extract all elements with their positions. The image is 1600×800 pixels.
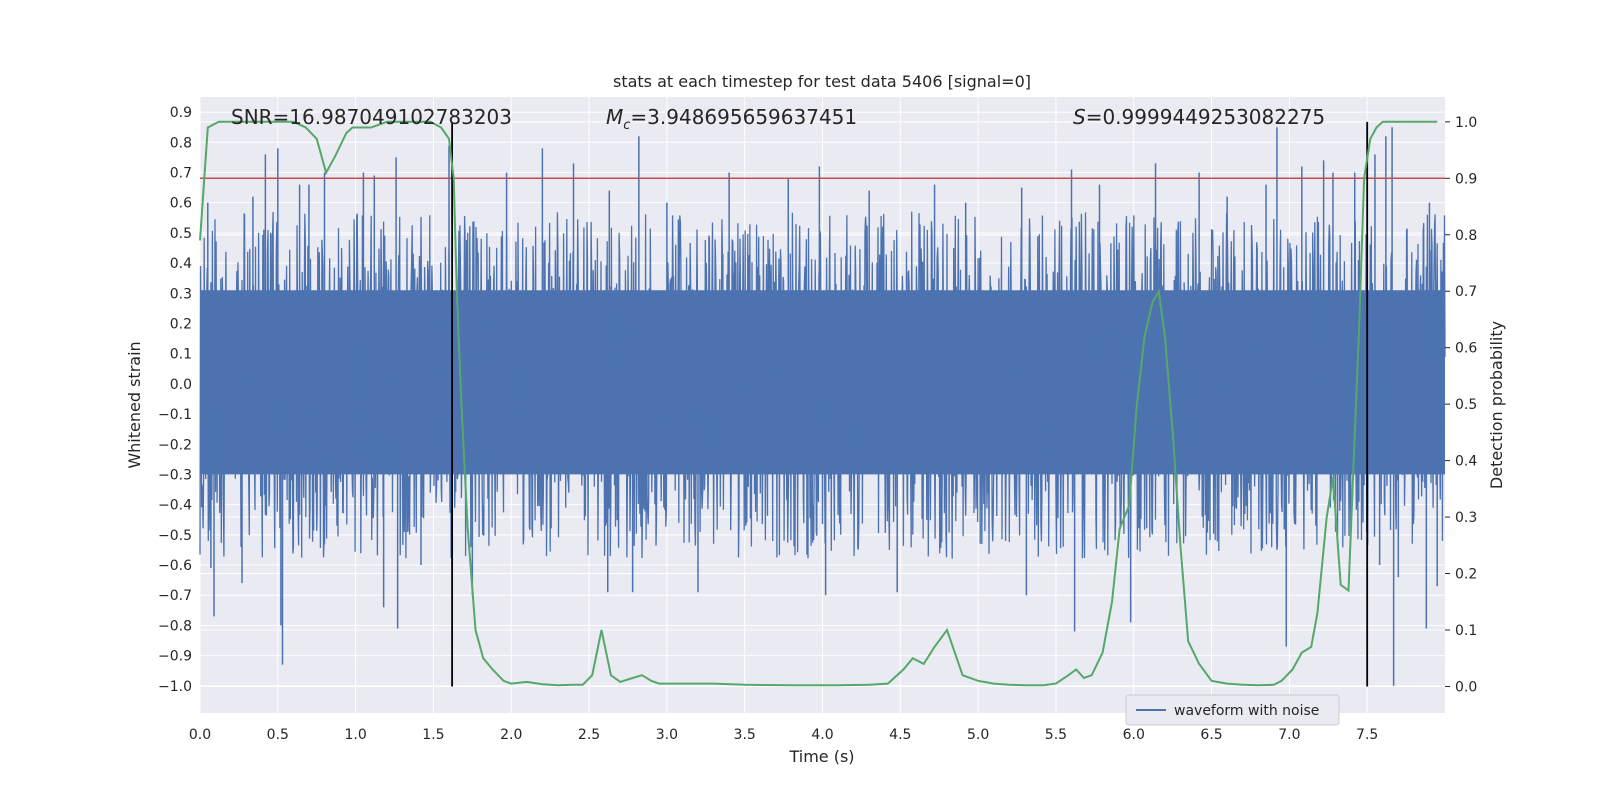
y2-tick-label: 0.2 <box>1455 567 1477 583</box>
x-tick-label: 3.5 <box>734 727 756 743</box>
y-tick-label: −0.4 <box>158 498 192 514</box>
y2-tick-label: 0.4 <box>1455 454 1477 470</box>
y-tick-label: 0.7 <box>170 165 192 181</box>
y-tick-label: −0.3 <box>158 467 192 483</box>
y2-tick-label: 0.8 <box>1455 228 1477 244</box>
x-tick-label: 1.5 <box>422 727 444 743</box>
y-tick-label: 0.5 <box>170 226 192 242</box>
y2-tick-label: 0.5 <box>1455 397 1477 413</box>
x-tick-label: 4.5 <box>889 727 911 743</box>
x-tick-label: 5.5 <box>1045 727 1067 743</box>
y-tick-label: 0.4 <box>170 256 192 272</box>
y2-tick-label: 0.9 <box>1455 171 1477 187</box>
chart-title: stats at each timestep for test data 540… <box>613 72 1031 91</box>
x-tick-label: 0.0 <box>189 727 211 743</box>
y-tick-label: −0.5 <box>158 528 192 544</box>
y-tick-label: 0.0 <box>170 377 192 393</box>
mc-subscript: c <box>623 118 630 133</box>
probability-line <box>199 120 1438 687</box>
y-tick-label: −0.8 <box>158 618 192 634</box>
mc-annotation: Mc=3.948695659637451 <box>606 105 857 133</box>
legend: waveform with noise <box>1125 694 1340 726</box>
y-tick-label: −0.2 <box>158 437 192 453</box>
x-tick-label: 2.0 <box>500 727 522 743</box>
y-tick-label: 0.2 <box>170 316 192 332</box>
x-tick-label: 5.0 <box>967 727 989 743</box>
x-tick-label: 6.5 <box>1200 727 1222 743</box>
x-tick-label: 7.0 <box>1278 727 1300 743</box>
x-ticks: 0.0 0.5 1.0 1.5 2.0 2.5 3.0 3.5 4.0 4.5 5.0 5.5 6.0 6… <box>189 727 1378 743</box>
mc-symbol: M <box>606 105 623 129</box>
s-value: =0.9999449253082275 <box>1086 105 1325 129</box>
probability-series <box>199 120 1438 687</box>
vertical-lines <box>451 121 1369 687</box>
y-tick-label: −0.9 <box>158 649 192 665</box>
y2-tick-label: 0.3 <box>1455 510 1477 526</box>
y-tick-label: 0.3 <box>170 286 192 302</box>
s-symbol: S <box>1073 105 1086 129</box>
y2-tick-label: 0.1 <box>1455 623 1477 639</box>
y2-tick-label: 0.6 <box>1455 341 1477 357</box>
x-tick-label: 0.5 <box>267 727 289 743</box>
s-annotation: S=0.9999449253082275 <box>1073 105 1325 129</box>
x-tick-label: 7.5 <box>1356 727 1378 743</box>
y-tick-label: −1.0 <box>158 679 192 695</box>
y2-tick-label: 0.0 <box>1455 679 1477 695</box>
x-axis-label: Time (s) <box>788 747 854 766</box>
waveform-line <box>199 211 1446 559</box>
legend-box <box>1125 694 1340 726</box>
x-tick-label: 1.0 <box>344 727 366 743</box>
y-tick-label: 0.8 <box>170 135 192 151</box>
y-axis-label: Whitened strain <box>125 341 144 468</box>
y-tick-label: −0.7 <box>158 588 192 604</box>
y2-tick-label: 1.0 <box>1455 115 1477 131</box>
x-tick-label: 3.0 <box>656 727 678 743</box>
x-tick-label: 2.5 <box>578 727 600 743</box>
snr-annotation: SNR=16.987049102783203 <box>231 105 512 129</box>
x-tick-label: 6.0 <box>1123 727 1145 743</box>
y2-tick-label: 0.7 <box>1455 284 1477 300</box>
mc-value: =3.948695659637451 <box>630 105 857 129</box>
y-tick-label: 0.6 <box>170 196 192 212</box>
y2-axis-label: Detection probability <box>1487 321 1506 489</box>
y-tick-label: 0.1 <box>170 347 192 363</box>
waveform-series <box>199 127 1446 686</box>
y-tick-label: 0.9 <box>170 105 192 121</box>
y-tick-label: −0.6 <box>158 558 192 574</box>
y-ticks: 0.9 0.8 0.7 0.6 0.5 0.4 0.3 0.2 0.1 0.0 −0.1 −0.2 −0… <box>158 105 192 695</box>
legend-label: waveform with noise <box>1174 703 1319 719</box>
y2-ticks: 1.0 0.9 0.8 0.7 0.6 0.5 0.4 0.3 0.2 0.1 0.0 <box>1445 115 1477 695</box>
x-tick-label: 4.0 <box>811 727 833 743</box>
y-tick-label: −0.1 <box>158 407 192 423</box>
